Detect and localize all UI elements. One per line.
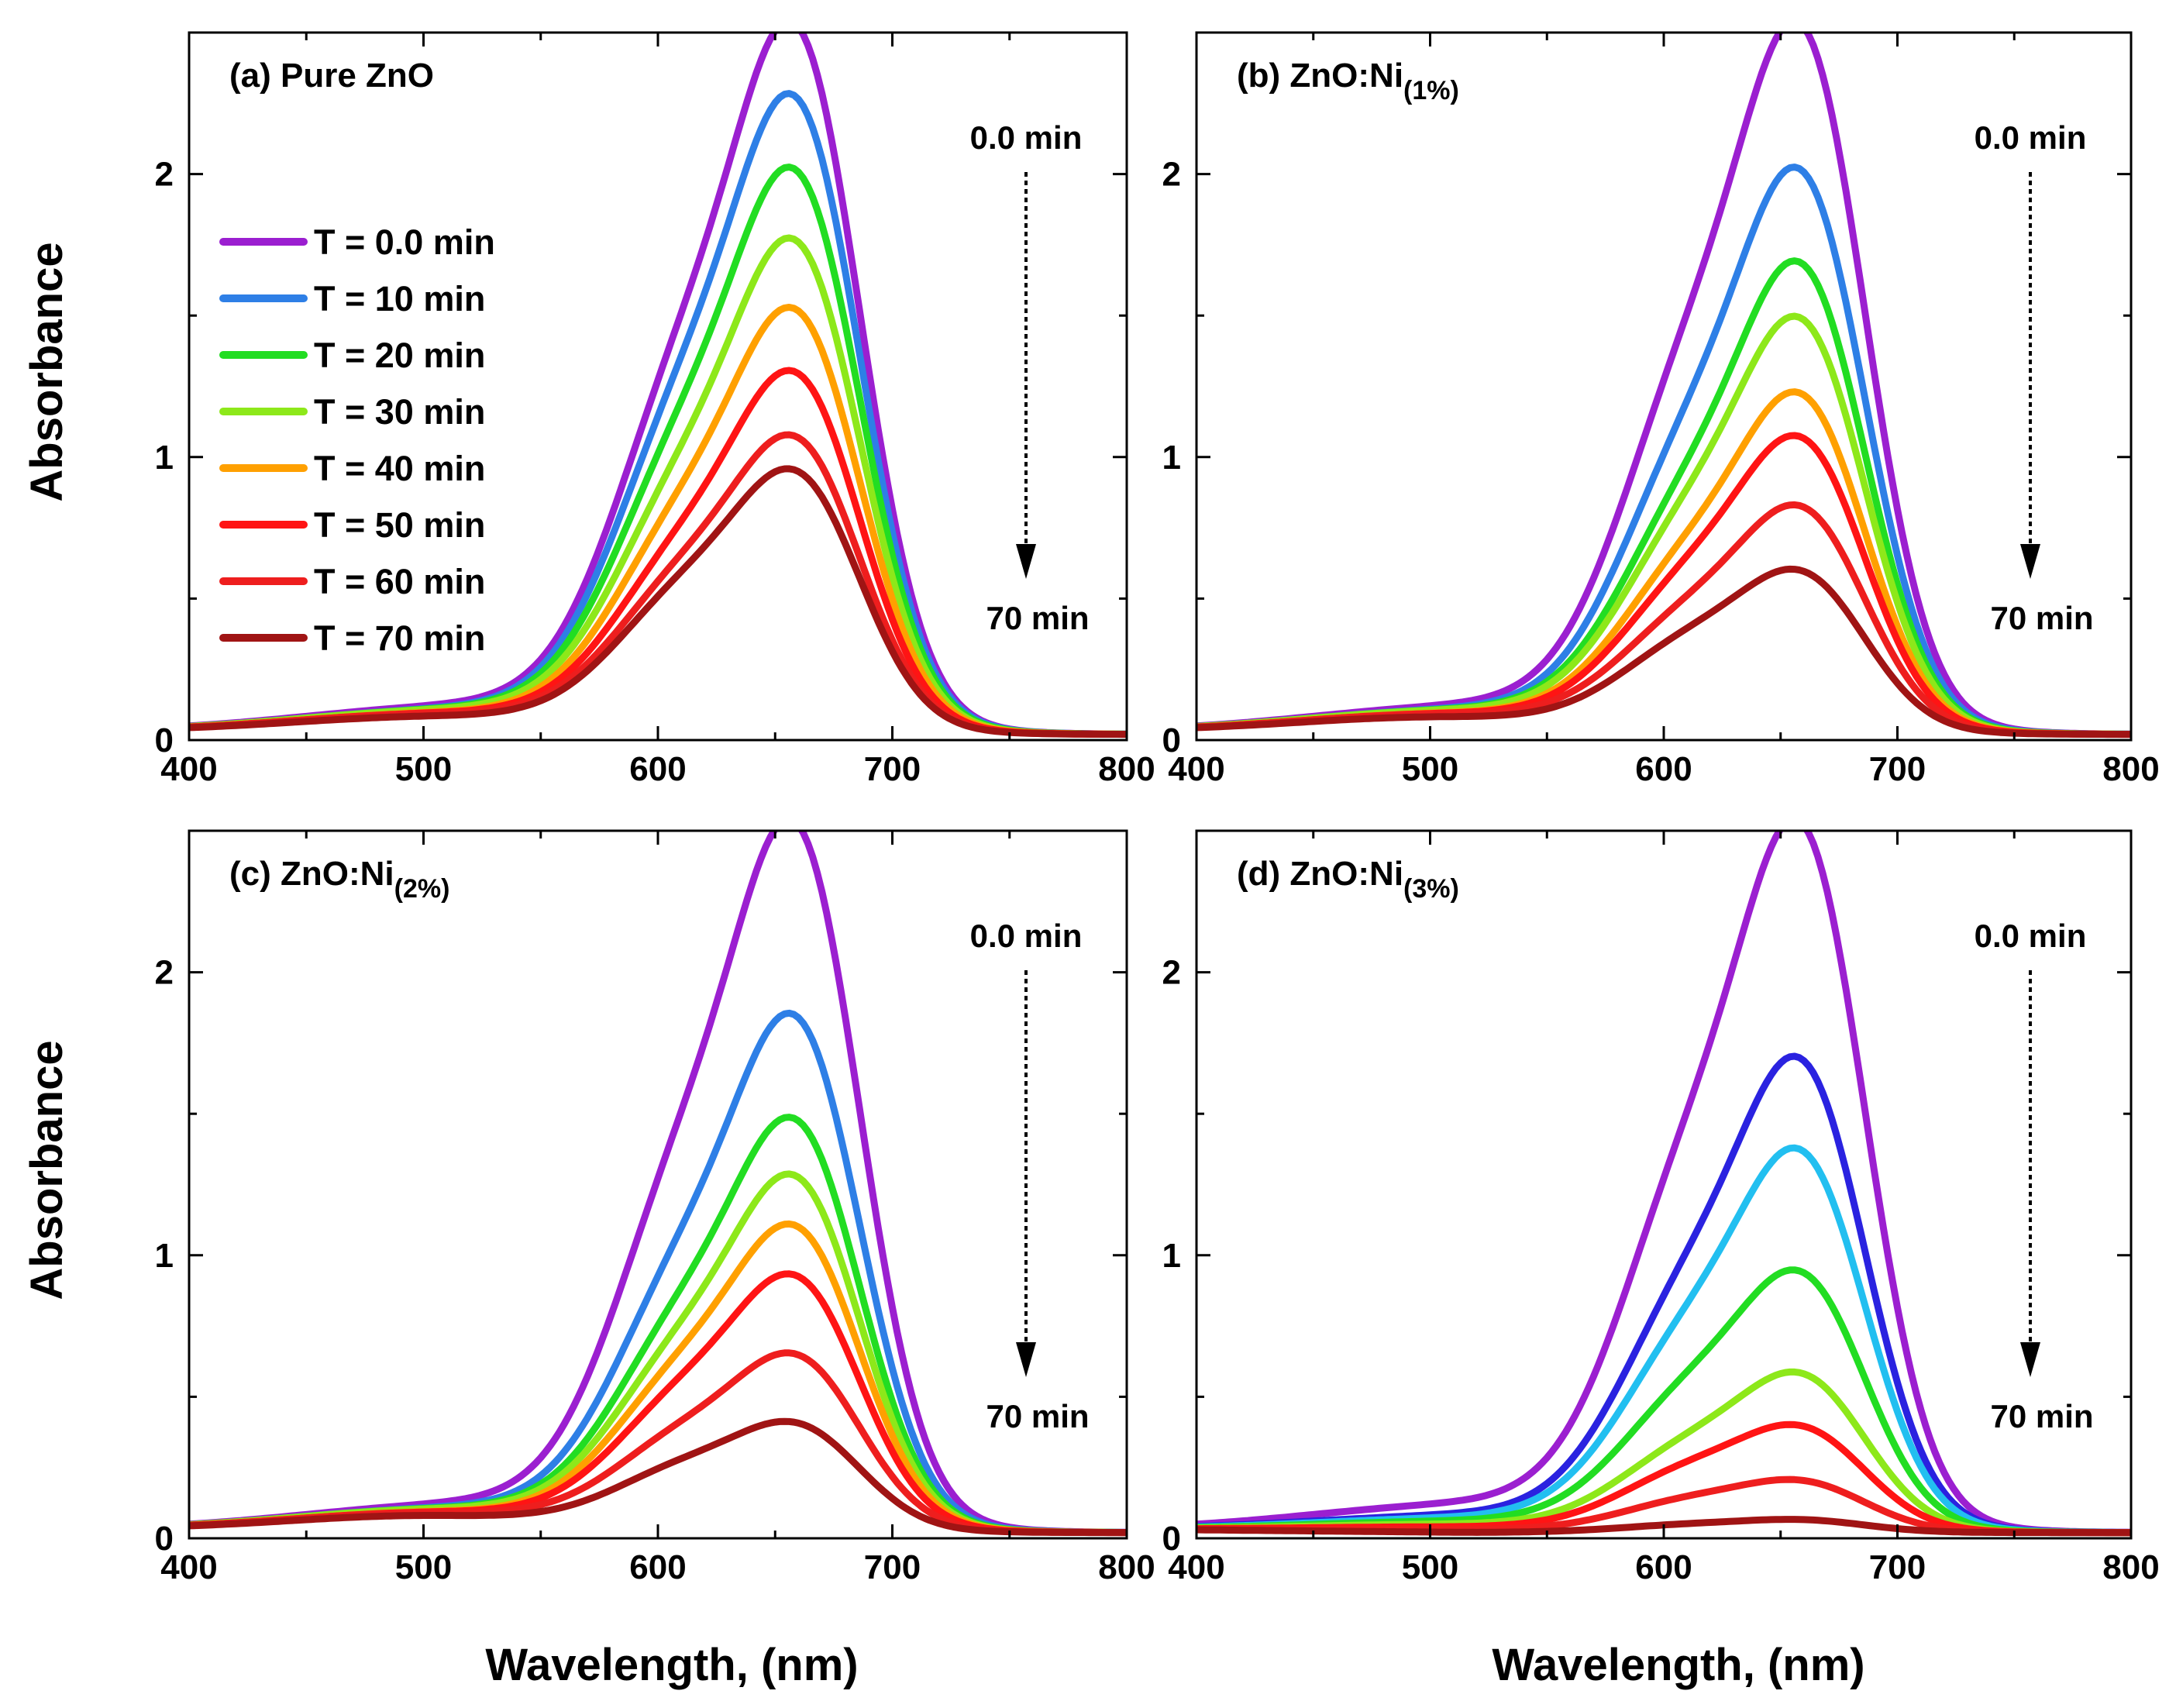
legend-label: T = 50 min xyxy=(314,505,485,545)
y-tick-label: 2 xyxy=(155,156,174,194)
y-tick-label: 0 xyxy=(1162,1520,1181,1558)
panel-title: (b) ZnO:Ni(1%) xyxy=(1237,57,1459,105)
y-tick-label: 0 xyxy=(1162,721,1181,759)
y-axis-title-top: Absorbance xyxy=(22,242,72,501)
y-tick-label: 1 xyxy=(155,1237,174,1275)
panel-title-subscript: (1%) xyxy=(1403,76,1459,105)
arrow-start-label: 0.0 min xyxy=(1975,119,2087,156)
x-tick-label: 700 xyxy=(1869,750,1926,788)
y-tick-label: 0 xyxy=(155,721,174,759)
y-tick-label: 2 xyxy=(1162,954,1181,992)
x-tick-label: 400 xyxy=(160,750,217,788)
panel-title-main: (a) Pure ZnO xyxy=(229,57,434,95)
series-group xyxy=(1196,33,2131,739)
y-axis-title-bottom: Absorbance xyxy=(22,1040,72,1300)
arrow-start-label: 0.0 min xyxy=(970,119,1083,156)
x-tick-label: 700 xyxy=(864,750,921,788)
legend-label: T = 40 min xyxy=(314,449,485,488)
series-line-d-0 xyxy=(1196,831,2131,1536)
x-tick-label: 800 xyxy=(1098,1548,1155,1586)
x-tick-label: 800 xyxy=(2102,750,2159,788)
legend-label: T = 0.0 min xyxy=(314,222,495,262)
x-axis-title-right: Wavelength, (nm) xyxy=(1492,1640,1864,1690)
arrow-start-label: 0.0 min xyxy=(970,918,1083,954)
panel-title: (a) Pure ZnO xyxy=(229,57,434,95)
panel-title: (d) ZnO:Ni(3%) xyxy=(1237,855,1459,904)
x-tick-label: 400 xyxy=(160,1548,217,1586)
x-tick-label: 500 xyxy=(1402,750,1458,788)
x-axis-title-left: Wavelength, (nm) xyxy=(485,1640,858,1690)
arrow-start-label: 0.0 min xyxy=(1975,918,2087,954)
arrow-end-label: 70 min xyxy=(1990,600,2093,636)
x-tick-label: 400 xyxy=(1168,750,1224,788)
panel-title-main: (b) ZnO:Ni xyxy=(1237,57,1403,95)
panel-title-subscript: (2%) xyxy=(394,874,450,904)
panel-title-subscript: (3%) xyxy=(1403,874,1459,904)
panel-b: 400 500 600 700 800 0 1 2 (b) ZnO:Ni(1%) 0.0 min 7… xyxy=(1162,31,2160,788)
x-tick-label: 700 xyxy=(1869,1548,1926,1586)
series-line-c-7 xyxy=(189,1417,1127,1537)
panel-title-main: (d) ZnO:Ni xyxy=(1237,855,1403,893)
y-tick-label: 2 xyxy=(155,954,174,992)
x-tick-label: 600 xyxy=(629,750,686,788)
x-tick-label: 700 xyxy=(864,1548,921,1586)
time-arrow-head xyxy=(1016,544,1036,579)
y-tick-label: 0 xyxy=(155,1520,174,1558)
time-arrow-head xyxy=(1016,1342,1036,1377)
series-group xyxy=(189,33,1127,739)
legend: T = 0.0 min T = 10 min T = 20 min T = 30 mi… xyxy=(219,222,495,658)
x-tick-label: 600 xyxy=(629,1548,686,1586)
arrow-end-label: 70 min xyxy=(986,1398,1089,1434)
legend-label: T = 10 min xyxy=(314,279,485,319)
x-tick-label: 800 xyxy=(1098,750,1155,788)
series-line-a-7 xyxy=(189,465,1127,739)
x-tick-label: 500 xyxy=(1402,1548,1458,1586)
x-tick-label: 800 xyxy=(2102,1548,2159,1586)
series-line-b-7 xyxy=(1196,565,2131,739)
legend-label: T = 30 min xyxy=(314,392,485,432)
arrow-end-label: 70 min xyxy=(986,600,1089,636)
arrow-end-label: 70 min xyxy=(1990,1398,2093,1434)
x-tick-label: 600 xyxy=(1635,750,1692,788)
y-tick-label: 1 xyxy=(1162,439,1181,477)
y-tick-label: 1 xyxy=(1162,1237,1181,1275)
panel-a: 400 500 600 700 800 0 1 2 (a) Pure ZnO 0.0 min 70 … xyxy=(155,31,1155,788)
legend-label: T = 70 min xyxy=(314,618,485,658)
y-tick-label: 2 xyxy=(1162,156,1181,194)
time-arrow-head xyxy=(2020,1342,2040,1377)
panel-title: (c) ZnO:Ni(2%) xyxy=(229,855,449,904)
series-group xyxy=(189,831,1127,1537)
panel-title-main: (c) ZnO:Ni xyxy=(229,855,394,893)
panel-d: 400 500 600 700 800 0 1 2 (d) ZnO:Ni(3%) 0.0 min 7… xyxy=(1162,829,2160,1586)
time-arrow-head xyxy=(2020,544,2040,579)
legend-label: T = 20 min xyxy=(314,336,485,375)
x-tick-label: 600 xyxy=(1635,1548,1692,1586)
x-tick-label: 400 xyxy=(1168,1548,1224,1586)
y-tick-label: 1 xyxy=(155,439,174,477)
x-tick-label: 500 xyxy=(395,1548,452,1586)
panel-c: 400 500 600 700 800 0 1 2 (c) ZnO:Ni(2%) 0.0 min 7… xyxy=(155,829,1155,1586)
legend-label: T = 60 min xyxy=(314,562,485,601)
x-tick-label: 500 xyxy=(395,750,452,788)
